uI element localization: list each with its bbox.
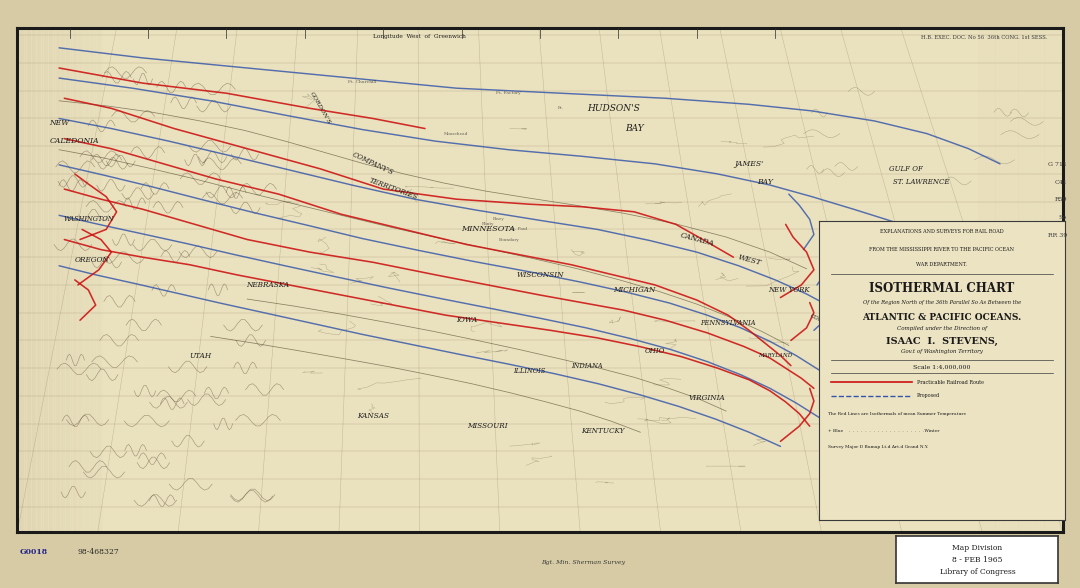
Text: ISAAC  I.  STEVENS,: ISAAC I. STEVENS, [886, 338, 998, 346]
Text: PENNSYLVANIA: PENNSYLVANIA [701, 319, 756, 327]
Text: BAY: BAY [757, 178, 772, 185]
Text: Bgt. Min. Sherman Survey: Bgt. Min. Sherman Survey [541, 560, 625, 566]
Text: ATLANTIC & PACIFIC OCEANS.: ATLANTIC & PACIFIC OCEANS. [862, 313, 1022, 322]
Text: WAR DEPARTMENT.: WAR DEPARTMENT. [916, 262, 968, 268]
Text: IOWA: IOWA [456, 316, 477, 324]
Text: WASHINGTON: WASHINGTON [63, 215, 113, 223]
Text: Boundary: Boundary [498, 238, 519, 242]
Text: G 711: G 711 [1048, 162, 1067, 167]
Text: COMPANY'S: COMPANY'S [351, 151, 394, 177]
Text: R59: R59 [1054, 198, 1067, 202]
Text: MICHIGAN: MICHIGAN [613, 286, 656, 294]
Text: NEWFOUNDLAND: NEWFOUNDLAND [1024, 229, 1028, 290]
Text: Moosehead: Moosehead [444, 132, 469, 136]
Text: CONNECTICUT: CONNECTICUT [809, 313, 852, 337]
Text: GULF OF: GULF OF [889, 165, 922, 173]
Text: 8 - FEB 1965: 8 - FEB 1965 [953, 556, 1002, 564]
Text: NEW YORK: NEW YORK [768, 286, 810, 294]
Text: MAINE: MAINE [862, 227, 887, 252]
Text: St. Paul: St. Paul [511, 228, 528, 232]
Text: Map Division: Map Division [953, 543, 1002, 552]
Text: Proposed: Proposed [917, 393, 941, 399]
Text: JAMES': JAMES' [734, 160, 764, 168]
Text: Ft. Churchill: Ft. Churchill [348, 80, 377, 84]
Text: Library of Congress: Library of Congress [940, 568, 1015, 576]
Text: G0018: G0018 [19, 548, 48, 556]
Text: Survey Major D Bumap Lt.d Art.d Grand N.Y.: Survey Major D Bumap Lt.d Art.d Grand N.… [828, 446, 929, 449]
Text: So: So [1058, 215, 1067, 220]
Text: OHIO: OHIO [645, 346, 665, 355]
Text: WEST: WEST [737, 253, 761, 267]
Text: Longitude  West  of  Greenwich: Longitude West of Greenwich [374, 34, 467, 39]
Text: UTAH: UTAH [189, 352, 212, 360]
Text: Piney: Piney [492, 218, 504, 221]
Text: RR 39: RR 39 [1048, 233, 1067, 238]
Text: H.B. EXEC. DOC. No 56  36th CONG. 1st SESS.: H.B. EXEC. DOC. No 56 36th CONG. 1st SES… [921, 35, 1047, 40]
Text: Practicable Railroad Route: Practicable Railroad Route [917, 380, 984, 385]
Text: FROM THE MISSISSIPPI RIVER TO THE PACIFIC OCEAN: FROM THE MISSISSIPPI RIVER TO THE PACIFI… [869, 248, 1014, 252]
Text: NEW: NEW [49, 119, 69, 128]
Text: Scale 1:4,000,000: Scale 1:4,000,000 [913, 365, 971, 369]
Text: BAY: BAY [624, 124, 644, 133]
Text: ST. LAWRENCE: ST. LAWRENCE [893, 178, 949, 185]
Text: 98-468327: 98-468327 [78, 548, 120, 556]
Text: ISOTHERMAL CHART: ISOTHERMAL CHART [869, 282, 1014, 295]
Text: Flinty: Flinty [482, 222, 494, 226]
Text: MASSACHUSETTS: MASSACHUSETTS [819, 292, 867, 323]
Text: KENTUCKY: KENTUCKY [581, 427, 624, 435]
Text: MINNESOTA: MINNESOTA [461, 225, 515, 233]
Text: CANADA: CANADA [679, 231, 715, 248]
Text: WISCONSIN: WISCONSIN [516, 271, 564, 279]
Text: + Blue    .  .  .  .  .  .  .  .  .  .  .  .  .  .  .  .  .  .  .Winter: + Blue . . . . . . . . . . . . . . . . .… [828, 429, 940, 433]
Text: Compiled under the Direction of: Compiled under the Direction of [896, 326, 987, 331]
Text: NOVA SCOTIA: NOVA SCOTIA [920, 232, 958, 257]
Text: Ft.: Ft. [558, 106, 564, 111]
Text: Ft. Factory: Ft. Factory [497, 91, 521, 95]
Text: NEBRASKA: NEBRASKA [246, 281, 289, 289]
Text: VIRGINIA: VIRGINIA [689, 395, 726, 402]
Text: Of the Region North of the 36th Parallel So As Between the: Of the Region North of the 36th Parallel… [863, 300, 1021, 305]
Text: MARYLAND: MARYLAND [758, 353, 793, 358]
Text: KANSAS: KANSAS [356, 412, 389, 420]
Text: MISSOURI: MISSOURI [468, 422, 508, 430]
Text: HUDSON'S: HUDSON'S [586, 104, 639, 113]
Text: ILLINOIS: ILLINOIS [513, 367, 545, 375]
Text: The Red Lines are Isothermals of mean Summer Temperature: The Red Lines are Isothermals of mean Su… [828, 412, 967, 416]
Text: GORDON'S: GORDON'S [309, 91, 332, 125]
Text: OREGON: OREGON [76, 256, 110, 263]
Text: CALEDONIA: CALEDONIA [50, 137, 99, 145]
Text: Gov.t of Washington Territory: Gov.t of Washington Territory [901, 349, 983, 354]
Text: TERRITORIES: TERRITORIES [368, 176, 419, 202]
Text: EXPLANATIONS AND SURVEYS FOR RAIL ROAD: EXPLANATIONS AND SURVEYS FOR RAIL ROAD [880, 229, 1003, 235]
Text: C41: C41 [1054, 180, 1067, 185]
Text: INDIANA: INDIANA [571, 362, 603, 370]
